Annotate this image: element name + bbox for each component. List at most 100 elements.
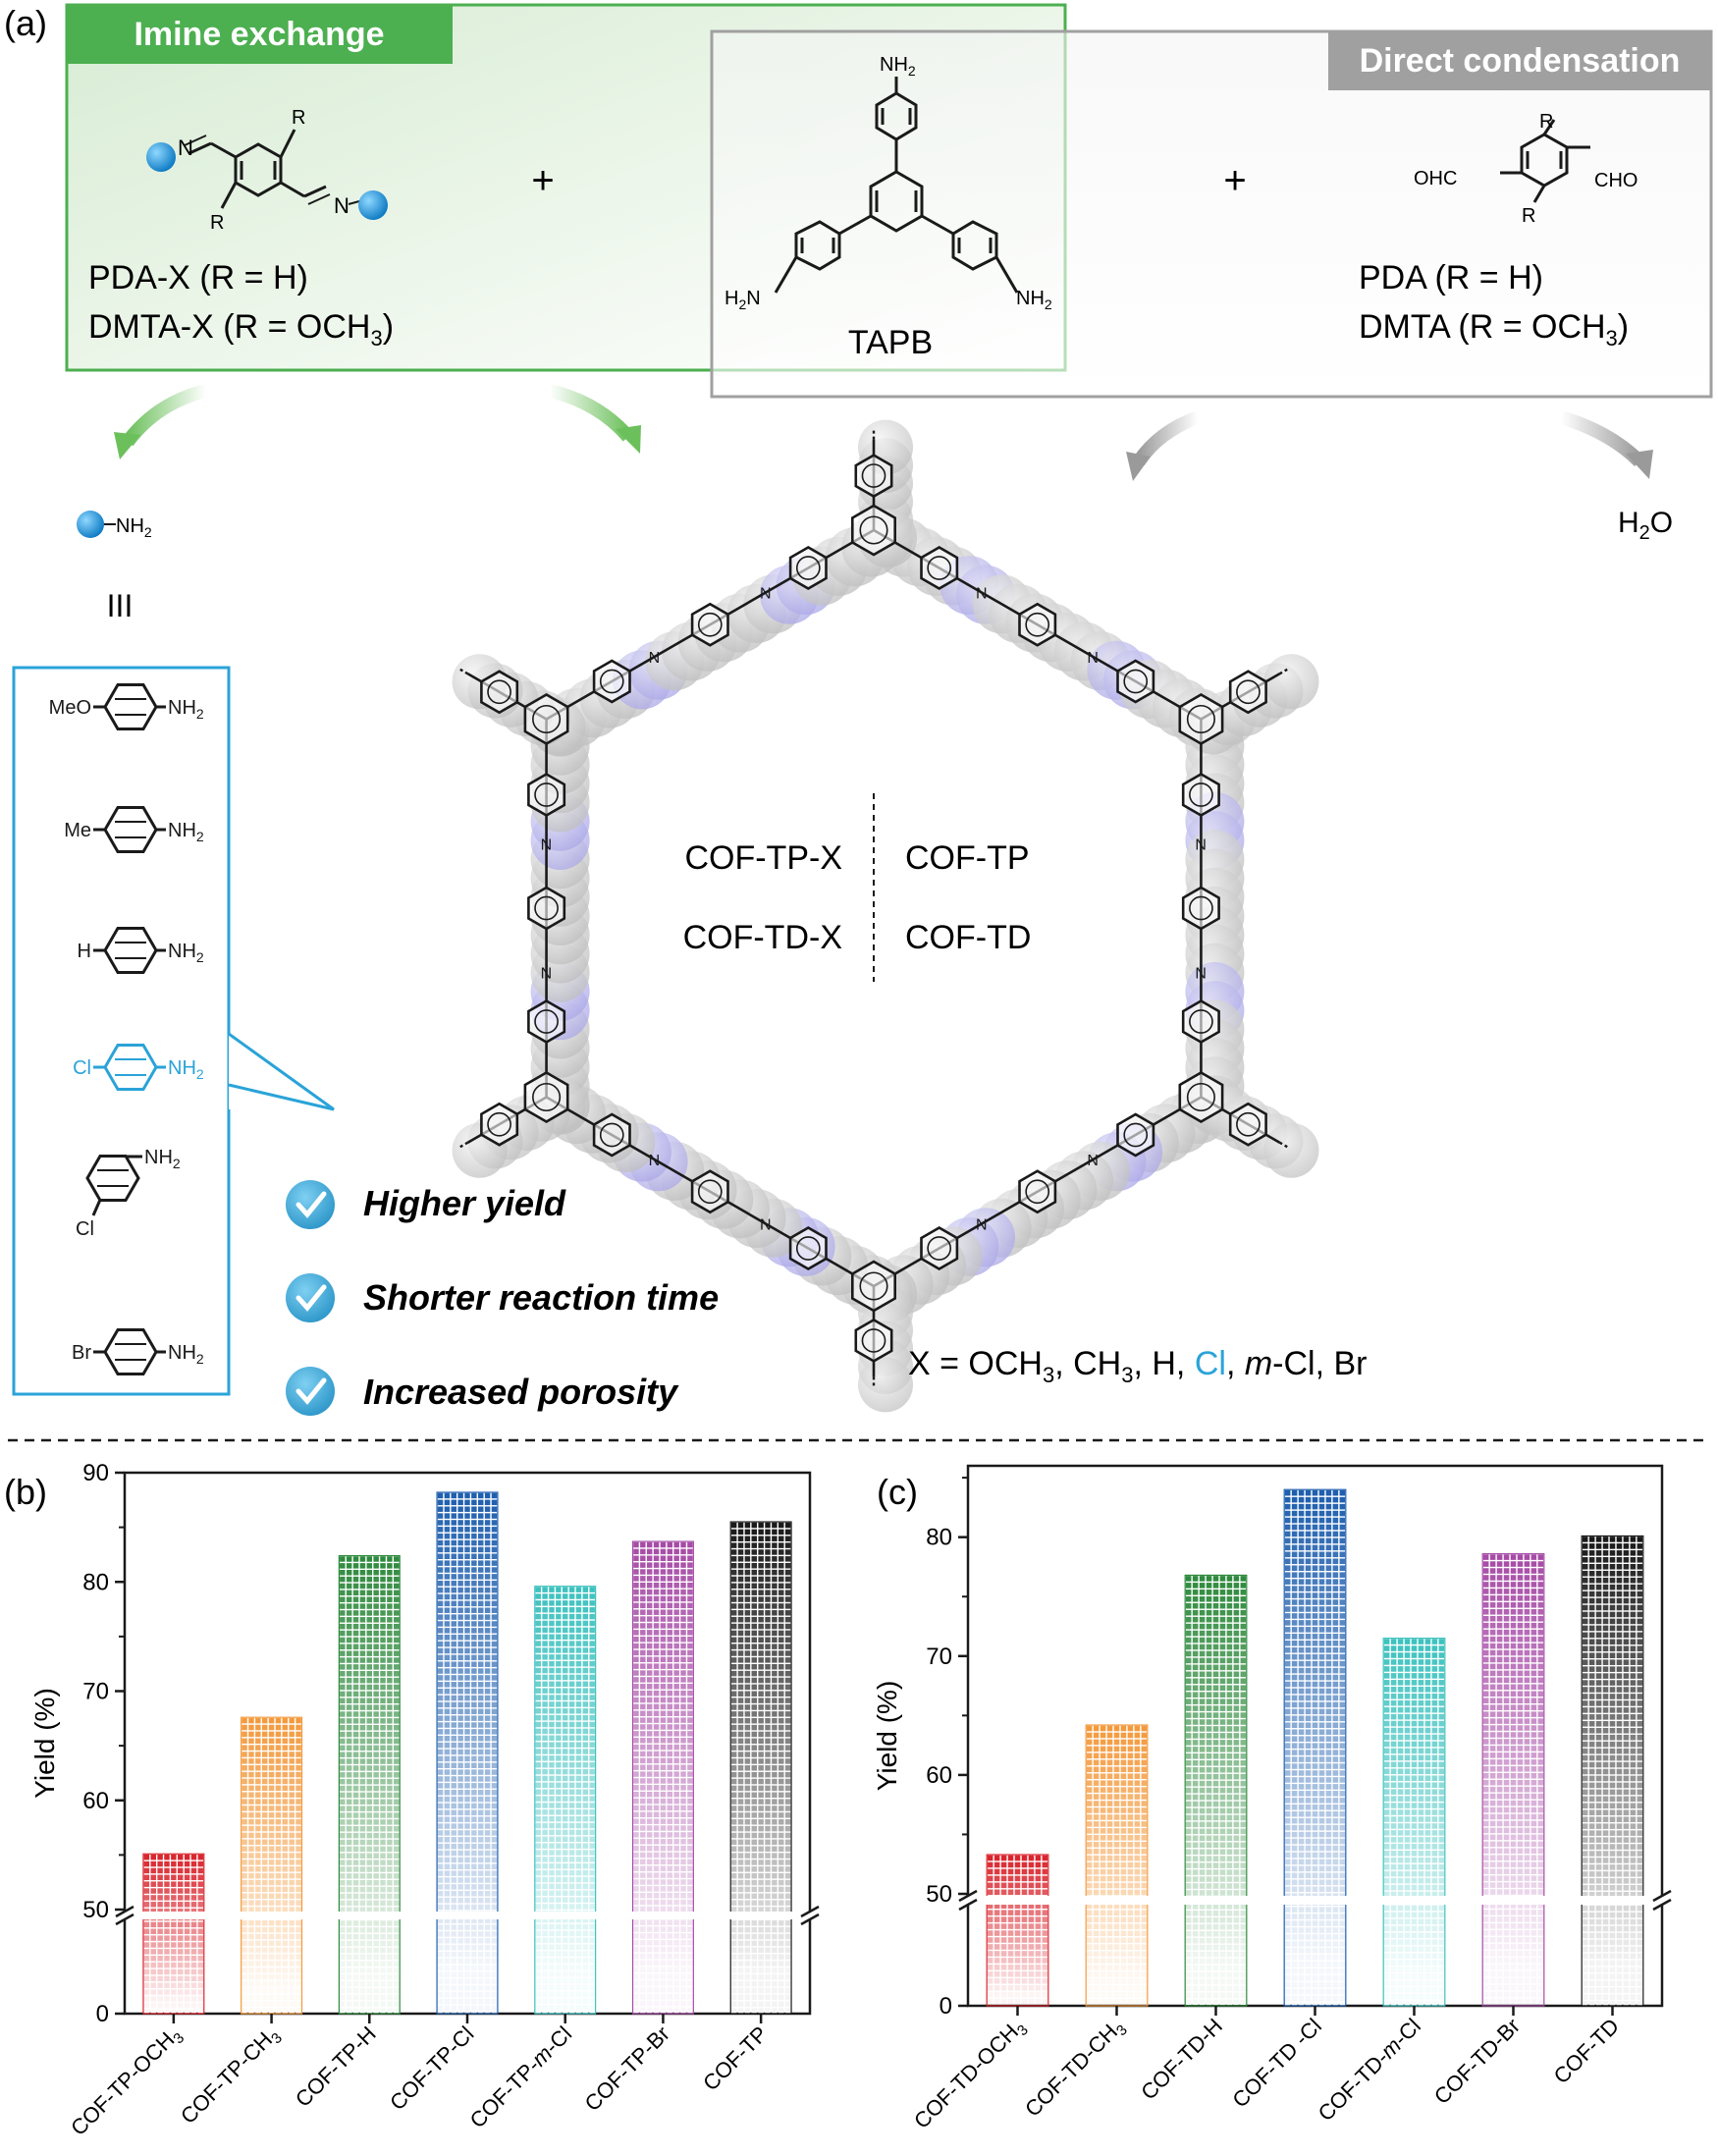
bar-cell (171, 1895, 177, 1901)
bar-cell (464, 1843, 470, 1850)
bar-cell (744, 1806, 751, 1811)
bar-cell (1021, 1944, 1028, 1950)
bar-cell (653, 1946, 660, 1953)
imine-n-label: N (334, 193, 349, 218)
bar-cell (589, 1890, 595, 1896)
bar-cell (633, 1845, 639, 1852)
bar-cell (1212, 1583, 1219, 1589)
bar-cell (261, 1717, 268, 1724)
bar-cell (150, 1895, 156, 1901)
bar-cell (373, 2001, 379, 2008)
bar-cell (242, 1872, 247, 1879)
bar-cell (275, 1853, 282, 1859)
bar-cell (282, 1731, 289, 1738)
bar-cell (1120, 1787, 1127, 1793)
bar-cell (582, 1829, 589, 1836)
bar-cell (289, 1778, 295, 1785)
bar-cell (737, 1853, 744, 1859)
bar-cell (667, 1677, 673, 1683)
bar-cell (143, 1921, 150, 1928)
bar-cell (491, 2012, 498, 2014)
bar-cell (673, 1960, 679, 1967)
bar-cell (751, 1758, 758, 1764)
bar-cell (744, 1819, 751, 1825)
bar-cell (542, 1775, 548, 1782)
bar-cell (582, 1815, 589, 1822)
bar-cell (730, 1846, 737, 1852)
bar-cell (1106, 1787, 1113, 1793)
bar-cell (778, 1967, 784, 1973)
bar-cell (535, 1728, 541, 1735)
bar-cell (542, 1951, 548, 1957)
bar-cell (589, 1951, 595, 1957)
bar-cell (478, 1621, 484, 1627)
bar-cell (673, 1602, 679, 1609)
bar-cell (535, 1937, 541, 1944)
bar-cell (778, 1853, 784, 1859)
bar-cell (772, 1987, 778, 1994)
axis-break-mark (800, 1913, 820, 1926)
bar-cell (535, 1634, 541, 1640)
bar-cell (352, 1590, 359, 1596)
bar-cell (346, 1940, 352, 1947)
bar-cell (1120, 1965, 1127, 1970)
bar-cell (568, 1587, 575, 1592)
bar-cell (987, 1977, 993, 1984)
bar-cell (366, 1745, 373, 1752)
bar-cell (646, 1946, 653, 1953)
bar-cell (737, 1860, 744, 1865)
bar-cell (751, 1549, 758, 1555)
bar-cell (352, 1832, 359, 1839)
bar-cell (1141, 1855, 1148, 1861)
bar-cell (444, 1958, 451, 1965)
bar-cell (471, 1870, 477, 1876)
bar-cell (1106, 1855, 1113, 1861)
bar-cell (1100, 1725, 1106, 1732)
bar-cell (444, 1837, 451, 1843)
bar-cell (471, 1587, 477, 1593)
bar-cell (1127, 1801, 1134, 1806)
bar-cell (730, 1717, 737, 1724)
bar-cell (784, 1806, 791, 1811)
bar-cell (380, 1590, 386, 1596)
bar-cell (340, 1724, 346, 1731)
bar-cell (680, 1656, 686, 1663)
bar-cell (673, 1616, 679, 1622)
bar-cell (778, 1596, 784, 1602)
bar-cell (1233, 1650, 1240, 1657)
bar-cell (242, 1967, 247, 1973)
bar-cell (1219, 1602, 1226, 1609)
bar-cell (660, 1636, 667, 1643)
bar-cell (633, 1865, 639, 1871)
bar-cell (556, 1796, 562, 1802)
bar-cell (340, 2008, 346, 2014)
bar-cell (751, 1994, 758, 2001)
bar-cell (633, 1697, 639, 1703)
bar-cell (765, 1839, 771, 1846)
bar-cell (772, 1926, 778, 1933)
bar-cell (575, 1681, 582, 1688)
bar-cell (562, 1951, 568, 1957)
bar-cell (387, 1961, 393, 1967)
bar-cell (340, 1637, 346, 1644)
bar-cell (562, 1977, 568, 1984)
bar-cell (380, 1792, 386, 1799)
bar-cell (1086, 1821, 1093, 1827)
bar-cell (568, 1890, 575, 1896)
x-tick-label: COF-TP (698, 2021, 773, 2096)
bar-cell (535, 1883, 541, 1890)
bar-cell (1120, 1930, 1127, 1937)
bar-cell (987, 1882, 993, 1889)
bar-cell (1127, 1999, 1134, 2005)
bar-cell (751, 1933, 758, 1940)
bar-cell (491, 1708, 498, 1715)
bar-cell (535, 1977, 541, 1984)
bar-cell (478, 1857, 484, 1863)
bar-cell (772, 1738, 778, 1745)
bar-cell (1199, 1657, 1206, 1664)
bar-cell (275, 1954, 282, 1960)
bar-cell (261, 1860, 268, 1865)
bar-cell (778, 1684, 784, 1691)
bar-cell (730, 1684, 737, 1691)
bar-cell (478, 1789, 484, 1796)
